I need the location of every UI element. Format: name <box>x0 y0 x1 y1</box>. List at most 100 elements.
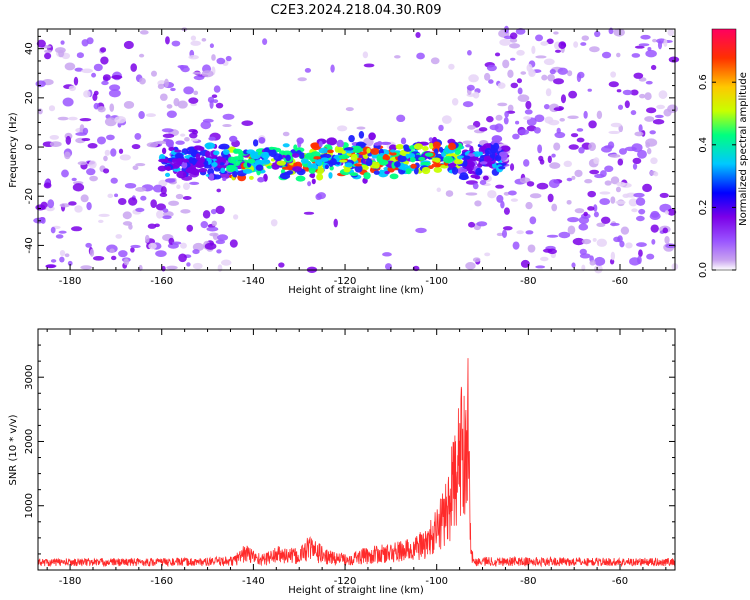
spectrogram-cell <box>568 144 579 150</box>
spectrogram-cell <box>422 146 429 151</box>
spectrogram-cell <box>468 74 479 83</box>
spectrogram-cell <box>430 57 440 65</box>
spectrogram-cell <box>318 140 323 148</box>
spectrogram-x-axis-label: Height of straight line (km) <box>288 285 424 296</box>
spectrogram-cell <box>336 125 348 132</box>
spectrogram-cell <box>176 158 183 163</box>
spectrogram-cell <box>610 251 616 261</box>
spectrogram-cell <box>496 232 504 237</box>
spectrogram-cell <box>638 43 650 47</box>
spectrogram-cell <box>465 192 478 196</box>
spectrogram-cell <box>156 210 164 219</box>
spectrogram-cell <box>61 169 69 178</box>
spectrogram-cell <box>174 152 184 160</box>
spectrogram-cell <box>631 53 641 58</box>
snr-x-tick-label: -100 <box>425 576 448 587</box>
snr-x-tick-label: -180 <box>59 576 82 587</box>
spectrogram-cell <box>438 146 444 153</box>
spectrogram-cell <box>86 168 96 176</box>
spectrogram-cell <box>218 143 230 150</box>
spectrogram-cell <box>509 38 518 43</box>
spectrogram-cell <box>50 226 56 234</box>
spectrogram-cell <box>379 169 384 175</box>
spectrogram-cell <box>638 124 643 133</box>
colorbar-tick-label: 0.6 <box>698 74 709 90</box>
spectrogram-cell <box>494 52 501 57</box>
spectrogram-cell <box>164 172 171 178</box>
spectrogram-cell <box>616 52 621 58</box>
spectrogram-cell <box>618 148 627 155</box>
spectrogram-cell <box>396 114 406 123</box>
spectrogram-cell <box>193 75 205 81</box>
spectrogram-cell <box>436 187 442 193</box>
spectrogram-cell <box>215 239 226 245</box>
spectrogram-cell <box>474 200 482 207</box>
spectrogram-cell <box>428 137 433 142</box>
spectrogram-cell <box>98 219 104 223</box>
spectrogram-cell <box>109 103 115 112</box>
spectrogram-cell <box>596 238 608 247</box>
spectrogram-cell <box>515 27 526 35</box>
spectrogram-cell <box>502 226 513 231</box>
spectrogram-cell <box>633 192 645 198</box>
spectrogram-cell <box>324 164 329 170</box>
spectrogram-cell <box>535 34 544 42</box>
spectrogram-cell <box>110 177 118 184</box>
spectrogram-cell <box>613 28 625 37</box>
spectrogram-cell <box>610 122 622 128</box>
spectrogram-cell <box>570 133 579 138</box>
spectrogram-cell <box>80 265 93 270</box>
spectrogram-cell <box>215 205 225 215</box>
spectrogram-cell <box>178 253 187 263</box>
spectrogram-cell <box>635 197 646 206</box>
spectrogram-cell <box>537 144 543 154</box>
spectrogram-cell <box>117 197 127 206</box>
spectrogram-cell <box>64 62 76 71</box>
spectrogram-cell <box>634 45 645 49</box>
spectrogram-cell <box>222 113 235 120</box>
spectrogram-cell <box>71 177 77 182</box>
spectrogram-cell <box>114 193 119 198</box>
spectrogram-cell <box>613 236 621 243</box>
spectrogram-cell <box>64 253 70 258</box>
spectrogram-cell <box>93 102 100 110</box>
spectrogram-cell <box>434 159 441 163</box>
spectrogram-cell <box>578 146 585 154</box>
spectrogram-cell <box>600 145 613 153</box>
spectrogram-cell <box>304 67 312 73</box>
spectrogram-cell <box>567 216 580 223</box>
spectrogram-cell <box>503 117 509 125</box>
spectrogram-cell <box>311 178 316 185</box>
spectrogram-cell <box>571 175 576 180</box>
spectrogram-cell <box>36 39 46 48</box>
spectrogram-cell <box>211 54 216 61</box>
spectrogram-cell <box>195 162 205 169</box>
spectrogram-cell <box>232 170 238 178</box>
spectrogram-cell <box>581 35 590 41</box>
spectrogram-cell <box>462 101 474 108</box>
spectrogram-cell <box>635 215 645 222</box>
spectrogram-cell <box>553 107 564 111</box>
spectrogram-cell <box>652 119 665 125</box>
spectrogram-cell <box>543 104 550 110</box>
spectrogram-cell <box>172 241 182 245</box>
spectrogram-cell <box>418 156 426 161</box>
spectrogram-cell <box>650 157 658 165</box>
spectrogram-cell <box>465 163 475 171</box>
spectrogram-cell <box>405 168 412 175</box>
spectrogram-cell <box>315 193 322 201</box>
spectrogram-cell <box>155 203 167 211</box>
spectrogram-cell <box>202 210 211 219</box>
spectrogram-cell <box>508 190 517 196</box>
spectrogram-cell <box>649 130 656 135</box>
spectrogram-cell <box>667 208 677 216</box>
spectrogram-cell <box>145 113 157 117</box>
spectrogram-cell <box>268 146 275 150</box>
spectrogram-cell <box>374 164 380 169</box>
spectrogram-cell <box>229 135 238 143</box>
spectrogram-cell <box>217 234 229 241</box>
spectrogram-cell <box>651 238 656 245</box>
snr-y-tick-label: 3000 <box>24 364 35 389</box>
spectrogram-cell <box>644 92 652 101</box>
spectrogram-cell <box>170 87 176 92</box>
